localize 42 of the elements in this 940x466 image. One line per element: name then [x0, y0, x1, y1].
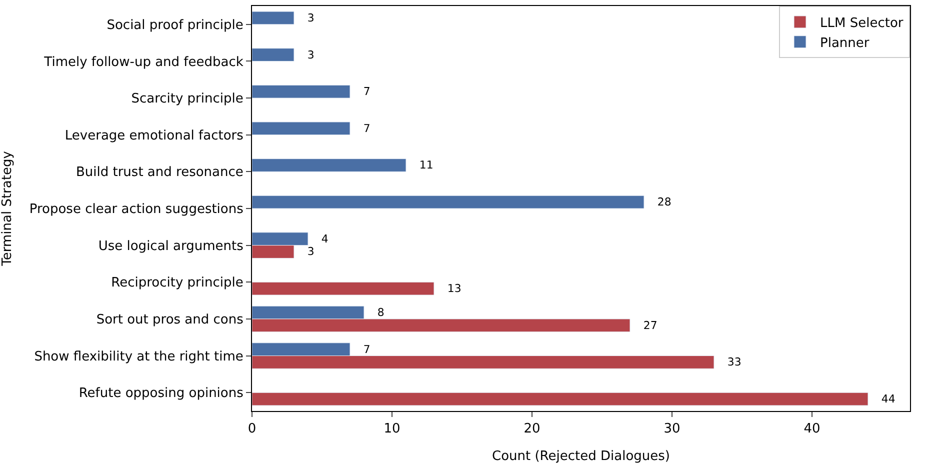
data-label: 27: [633, 318, 658, 332]
data-label: 11: [409, 158, 434, 172]
data-label: 7: [353, 342, 370, 356]
x-tick-label: 0: [248, 422, 256, 437]
data-label: 3: [297, 11, 314, 24]
bar: [252, 48, 294, 62]
bar: [252, 122, 350, 136]
y-tick-label: Sort out pros and cons: [96, 312, 244, 328]
legend-label: Planner: [820, 36, 870, 51]
x-tick-label: 10: [384, 422, 400, 437]
data-label: 7: [353, 122, 370, 135]
x-tick-label: 30: [664, 422, 680, 437]
legend-label: LLM Selector: [820, 16, 904, 32]
bar: [252, 282, 434, 296]
bar: [252, 195, 644, 209]
data-label: 13: [437, 282, 462, 296]
bar: [252, 392, 868, 406]
bar: [252, 84, 350, 98]
y-tick-label: Leverage emotional factors: [64, 128, 244, 144]
y-axis-title: Terminal Strategy: [0, 150, 15, 267]
y-tick-label: Use logical arguments: [98, 238, 244, 254]
bar: [252, 158, 406, 172]
y-tick-label: Propose clear action suggestions: [29, 202, 244, 218]
data-label: 4: [311, 232, 328, 246]
x-tick-label: 40: [804, 422, 820, 437]
data-label: 3: [297, 245, 314, 258]
data-label: 28: [647, 196, 672, 209]
bar: [252, 11, 294, 25]
y-tick-label: Show flexibility at the right time: [34, 349, 244, 364]
x-tick-label: 20: [524, 422, 540, 437]
x-axis-title: Count (Rejected Dialogues): [492, 449, 670, 464]
y-tick-label: Reciprocity principle: [111, 276, 244, 291]
y-tick-label: Scarcity principle: [131, 92, 244, 107]
y-tick-label: Build trust and resonance: [76, 165, 244, 180]
y-tick-label: Refute opposing opinions: [78, 386, 244, 402]
data-label: 8: [367, 306, 384, 319]
y-tick-label: Timely follow-up and feedback: [43, 54, 244, 70]
data-label: 33: [717, 356, 742, 369]
data-label: 3: [297, 48, 314, 62]
y-tick-label: Social proof principle: [106, 18, 244, 33]
data-label: 44: [871, 392, 896, 406]
data-label: 7: [353, 85, 370, 98]
